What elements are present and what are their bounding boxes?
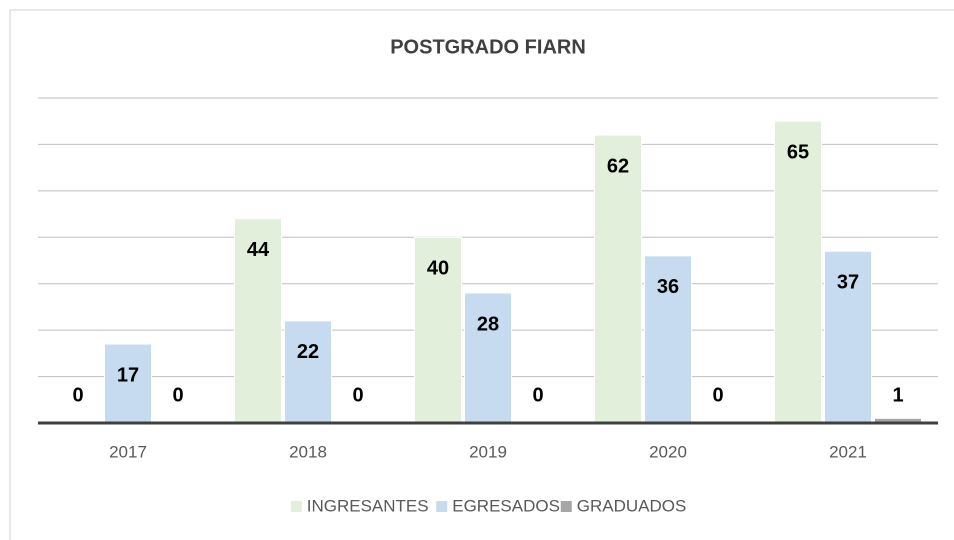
data-label: 22 — [297, 341, 319, 363]
x-tick-label: 2018 — [289, 442, 327, 461]
x-tick-label: 2017 — [109, 442, 147, 461]
data-label: 1 — [892, 384, 903, 406]
legend-label: EGRESADOS — [452, 496, 560, 515]
legend-label: GRADUADOS — [577, 496, 687, 515]
data-label: 0 — [352, 384, 363, 406]
data-label: 44 — [247, 239, 270, 261]
data-label: 40 — [427, 258, 449, 280]
data-label: 0 — [532, 384, 543, 406]
data-label: 0 — [172, 384, 183, 406]
chart-border — [9, 9, 954, 540]
x-tick-label: 2020 — [649, 442, 687, 461]
bar — [284, 320, 332, 424]
data-label: 37 — [837, 271, 859, 293]
x-tick-label: 2021 — [829, 442, 867, 461]
bar — [234, 218, 282, 424]
legend-label: INGRESANTES — [307, 496, 429, 515]
bar — [594, 134, 642, 424]
data-label: 0 — [72, 384, 83, 406]
x-tick-label: 2019 — [469, 442, 507, 461]
data-label: 17 — [117, 364, 139, 386]
data-label: 65 — [787, 141, 809, 163]
bar — [774, 120, 822, 424]
bar — [464, 292, 512, 424]
legend-swatch — [560, 501, 572, 512]
bar — [824, 250, 872, 424]
data-label: 28 — [477, 313, 499, 335]
data-label: 62 — [607, 155, 629, 177]
data-label: 36 — [657, 276, 679, 298]
bar — [104, 343, 152, 424]
data-label: 0 — [712, 384, 723, 406]
chart-title: POSTGRADO FIARN — [390, 36, 586, 58]
legend-swatch — [436, 501, 448, 512]
bar — [414, 236, 462, 424]
legend-swatch — [290, 501, 302, 512]
